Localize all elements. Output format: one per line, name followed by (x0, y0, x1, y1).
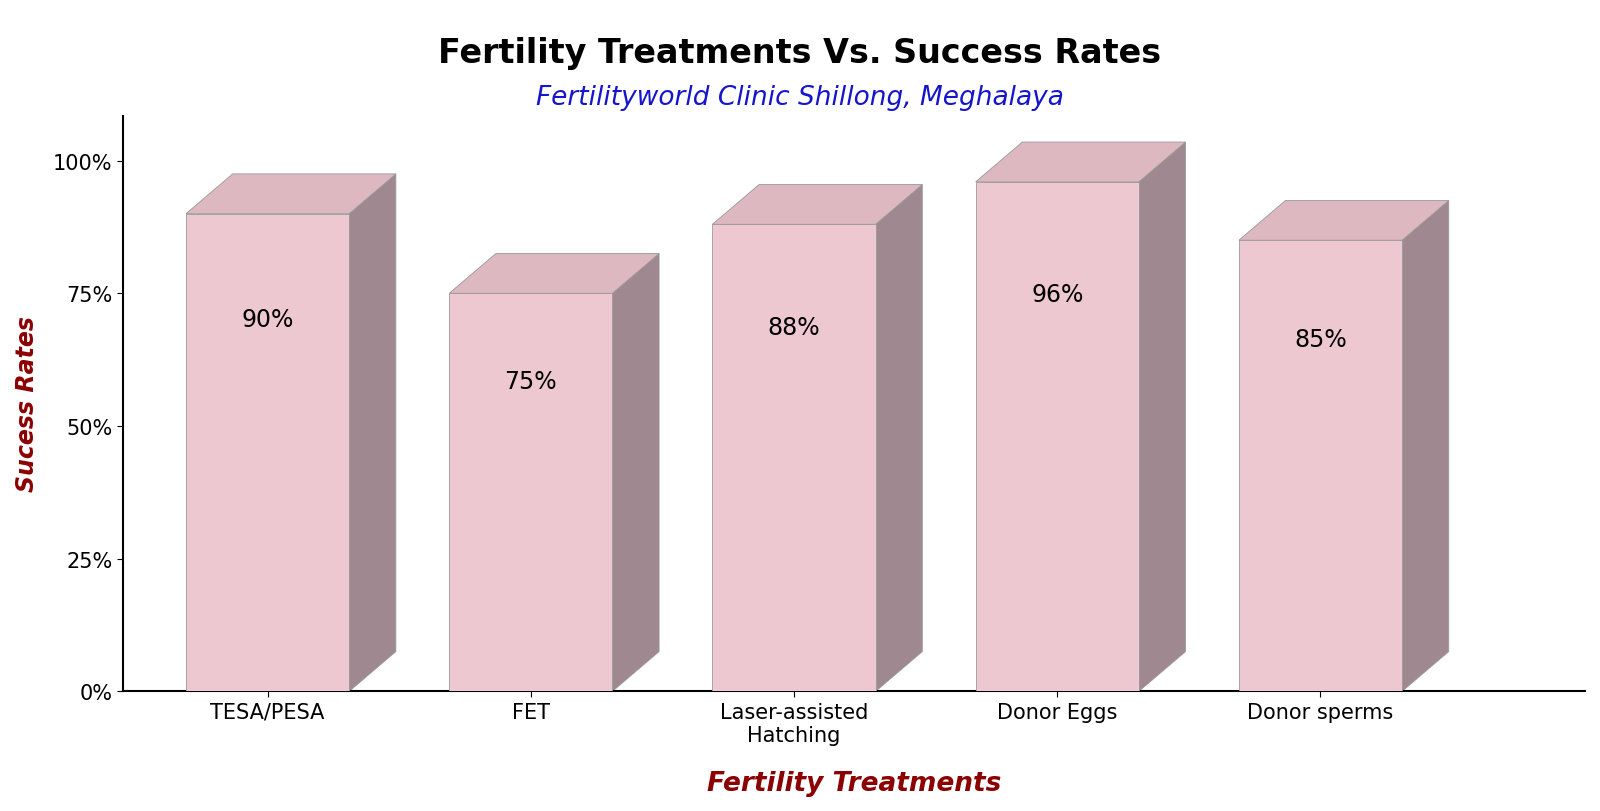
Polygon shape (349, 174, 395, 692)
Y-axis label: Sucess Rates: Sucess Rates (14, 316, 38, 491)
Polygon shape (186, 214, 349, 692)
Polygon shape (712, 185, 922, 225)
Text: 85%: 85% (1294, 328, 1347, 352)
Polygon shape (976, 143, 1186, 182)
Text: 96%: 96% (1030, 282, 1083, 307)
Polygon shape (875, 185, 922, 692)
Polygon shape (1238, 201, 1448, 241)
Polygon shape (450, 294, 613, 692)
Polygon shape (1139, 143, 1186, 692)
Polygon shape (976, 182, 1139, 692)
Text: 90%: 90% (242, 307, 294, 332)
Polygon shape (613, 254, 659, 692)
Text: Fertility Treatments Vs. Success Rates: Fertility Treatments Vs. Success Rates (438, 36, 1162, 70)
Polygon shape (1402, 201, 1448, 692)
Polygon shape (186, 174, 395, 214)
Polygon shape (1238, 241, 1402, 692)
Polygon shape (450, 254, 659, 294)
X-axis label: Fertility Treatments: Fertility Treatments (707, 770, 1002, 796)
Text: Fertilityworld Clinic Shillong, Meghalaya: Fertilityworld Clinic Shillong, Meghalay… (536, 85, 1064, 111)
Text: 88%: 88% (768, 315, 821, 340)
Text: 75%: 75% (504, 370, 557, 393)
Polygon shape (712, 225, 875, 692)
